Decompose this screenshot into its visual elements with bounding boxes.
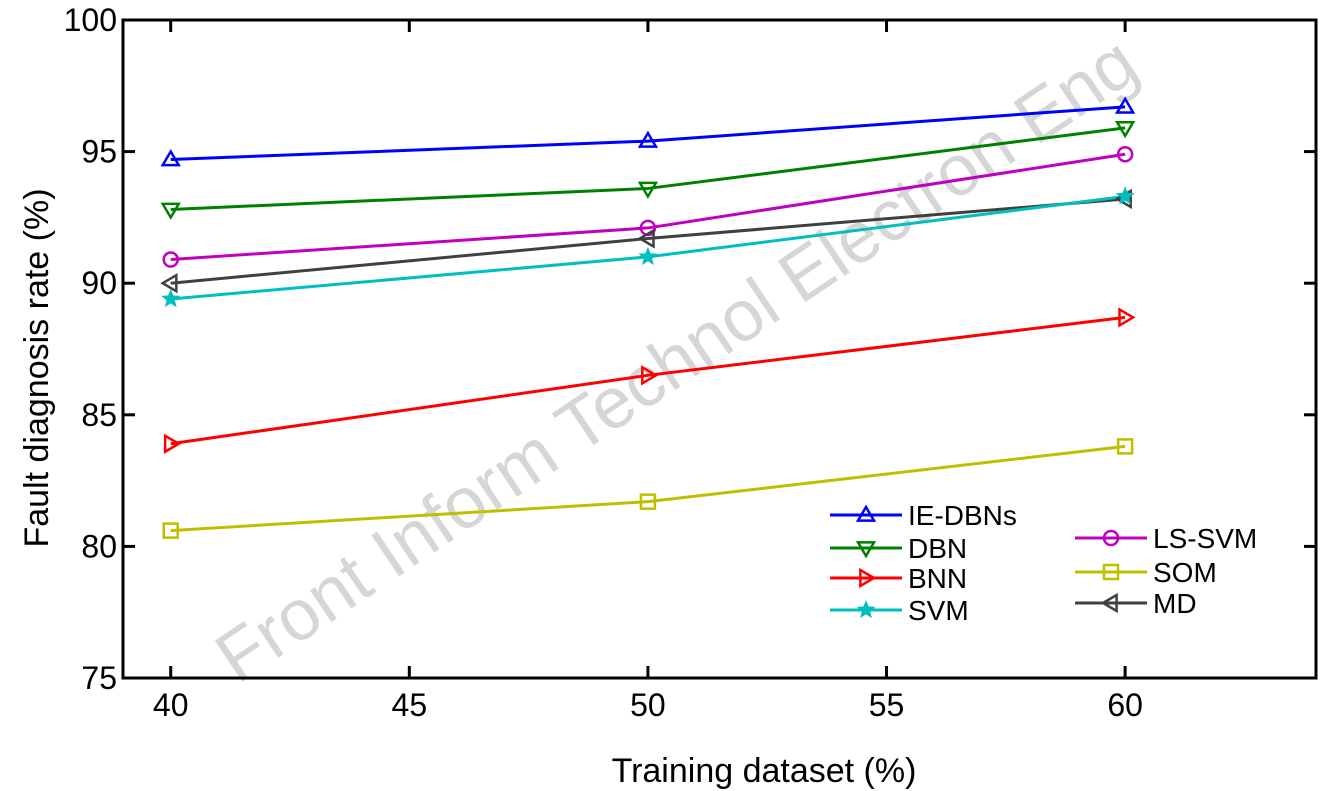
data-point-svm: [1115, 186, 1135, 205]
y-tick-label: 75: [81, 660, 117, 696]
legend-marker-bnn: [859, 567, 877, 589]
series-line-ie-dbns: [170, 105, 1126, 161]
data-point-ie-dbns: [160, 149, 181, 167]
data-point-bnn: [1118, 307, 1136, 328]
data-point-dbn: [160, 202, 181, 220]
series-line-som: [170, 444, 1126, 533]
y-axis-label: Fault diagnosis rate (%): [18, 188, 56, 547]
data-point-som: [639, 493, 657, 510]
legend-marker-dbn: [855, 541, 877, 559]
series-lines: [170, 105, 1126, 533]
data-point-bnn: [641, 365, 659, 386]
legend-label-md: MD: [1153, 588, 1197, 619]
data-point-som: [1116, 438, 1134, 455]
series-line-md: [170, 197, 1126, 285]
legend-marker-ie-dbns: [855, 504, 877, 522]
watermark-text: Front Inform Technol Electron Eng: [202, 22, 1151, 699]
data-point-ie-dbns: [1114, 96, 1136, 114]
y-tick-label: 95: [81, 134, 117, 170]
y-tick-label: 90: [81, 265, 117, 301]
plot-frame: [121, 18, 1318, 680]
data-point-ls-svm: [1116, 145, 1134, 163]
axis-ticks: [123, 18, 1316, 680]
x-axis-label: Training dataset (%): [612, 752, 917, 790]
data-point-dbn: [637, 181, 659, 199]
series-line-ls-svm: [170, 152, 1126, 262]
data-point-ls-svm: [162, 251, 179, 268]
y-tick-label: 85: [81, 397, 117, 433]
legend-marker-svm: [856, 599, 876, 619]
legend-label-ls-svm: LS-SVM: [1153, 523, 1257, 554]
data-point-md: [637, 228, 655, 249]
legend-marker-som: [1102, 563, 1120, 581]
legend-label-svm: SVM: [908, 595, 969, 626]
legend-marker-ls-svm: [1102, 529, 1120, 547]
legend-label-dbn: DBN: [908, 533, 967, 564]
x-tick-label: 50: [630, 687, 666, 723]
legend-label-bnn: BNN: [908, 563, 967, 594]
axis-tick-labels: 40 45 50 55 60 75 80 85 90 95 100: [64, 2, 1143, 723]
data-point-svm: [638, 246, 658, 265]
series-markers: [160, 96, 1136, 539]
y-tick-label: 80: [81, 528, 117, 564]
legend-marker-md: [1100, 592, 1118, 614]
plot-area-border: [121, 18, 1318, 680]
data-point-svm: [161, 288, 181, 308]
legend-label-ie-dbns: IE-DBNs: [908, 500, 1017, 531]
series-line-dbn: [170, 126, 1126, 212]
x-tick-label: 60: [1107, 687, 1143, 723]
legend-label-som: SOM: [1153, 557, 1217, 588]
x-tick-label: 55: [869, 687, 905, 723]
data-point-ie-dbns: [637, 130, 659, 148]
x-tick-label: 45: [392, 687, 428, 723]
x-tick-label: 40: [153, 687, 189, 723]
data-point-md: [160, 273, 178, 294]
series-line-bnn: [170, 315, 1126, 446]
y-tick-label: 100: [64, 2, 117, 38]
data-point-bnn: [163, 433, 182, 454]
data-point-dbn: [1114, 121, 1136, 139]
data-point-som: [162, 522, 179, 539]
